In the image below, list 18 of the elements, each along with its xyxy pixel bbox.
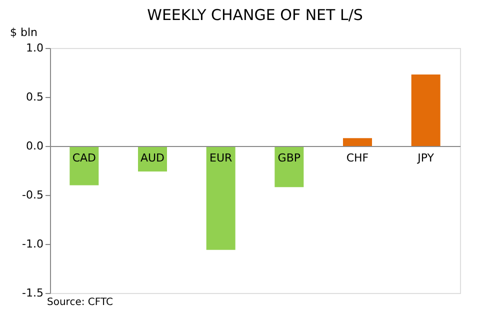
x-tick-label: CAD: [72, 152, 96, 164]
x-tick-label: GBP: [278, 152, 301, 164]
y-tick-label: -1.5: [22, 286, 44, 300]
bar: [206, 146, 236, 250]
source-note: Source: CFTC: [47, 297, 113, 308]
x-tick-label: EUR: [210, 152, 233, 164]
bar: [343, 138, 372, 146]
x-tick-label: AUD: [140, 152, 165, 164]
y-tick-label: 1.0: [26, 42, 44, 54]
y-axis-title: $ bln: [10, 26, 38, 39]
x-tick-label: JPY: [416, 152, 434, 164]
x-tick-label: CHF: [346, 152, 369, 164]
y-tick-label: -1.0: [22, 238, 44, 250]
chart-title: WEEKLY CHANGE OF NET L/S: [147, 6, 363, 24]
y-tick-label: -0.5: [22, 188, 44, 202]
bar: [411, 74, 440, 146]
y-tick-label: 0.5: [26, 90, 44, 104]
y-tick-label: 0.0: [26, 140, 44, 152]
